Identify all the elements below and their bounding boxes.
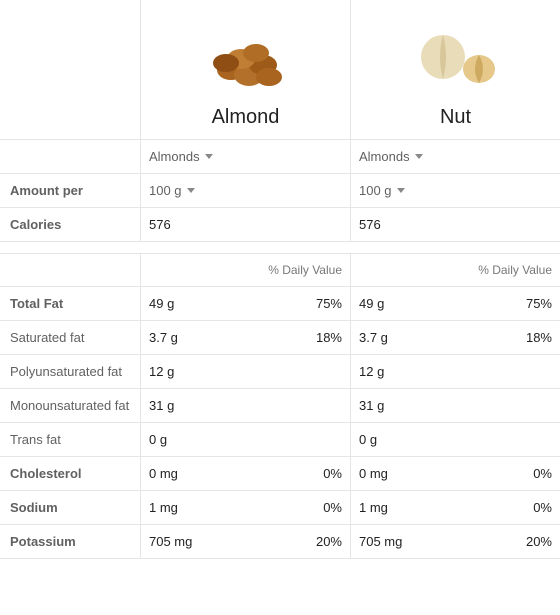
type-selector-spacer	[0, 140, 140, 173]
dv-header-b: % Daily Value	[478, 263, 552, 277]
chevron-down-icon	[187, 188, 195, 193]
amount-dropdown-a-label: 100 g	[149, 183, 182, 198]
nutrient-value: 12 g	[359, 364, 384, 379]
nutrient-dv: 18%	[526, 330, 552, 345]
nutrient-dv: 0%	[533, 466, 552, 481]
nutrient-label: Monounsaturated fat	[0, 389, 140, 422]
nutrient-value: 0 g	[149, 432, 167, 447]
nutrient-label: Saturated fat	[0, 321, 140, 354]
nutrient-cell-a: 31 g	[140, 389, 350, 422]
nutrient-label: Sodium	[0, 491, 140, 524]
nutrient-cell-b: 0 g	[350, 423, 560, 456]
nutrient-row: Trans fat 0 g 0 g	[0, 423, 560, 457]
nutrient-value: 705 mg	[359, 534, 402, 549]
nutrient-value: 705 mg	[149, 534, 192, 549]
almond-image	[191, 10, 301, 100]
nutrient-value: 49 g	[149, 296, 174, 311]
type-dropdown-a-label: Almonds	[149, 149, 200, 164]
nutrient-dv: 18%	[316, 330, 342, 345]
nutrient-label: Total Fat	[0, 287, 140, 320]
calories-value-a: 576	[149, 217, 171, 232]
chevron-down-icon	[397, 188, 405, 193]
nutrient-cell-a: 12 g	[140, 355, 350, 388]
header-title-a: Almond	[212, 106, 280, 129]
nutrient-cell-b: 49 g 75%	[350, 287, 560, 320]
nutrient-value: 1 mg	[149, 500, 178, 515]
nutrient-dv: 20%	[526, 534, 552, 549]
nutrient-row: Monounsaturated fat 31 g 31 g	[0, 389, 560, 423]
nutrient-value: 49 g	[359, 296, 384, 311]
amount-dropdown-a[interactable]: 100 g	[149, 183, 195, 198]
nutrient-cell-b: 3.7 g 18%	[350, 321, 560, 354]
nutrient-value: 0 mg	[149, 466, 178, 481]
amount-per-label: Amount per	[0, 174, 140, 207]
nutrient-row: Potassium 705 mg 20% 705 mg 20%	[0, 525, 560, 559]
calories-label: Calories	[0, 208, 140, 241]
nutrient-cell-b: 31 g	[350, 389, 560, 422]
type-selector-row: Almonds Almonds	[0, 140, 560, 174]
dv-header-a: % Daily Value	[268, 263, 342, 277]
nutrient-cell-b: 705 mg 20%	[350, 525, 560, 558]
calories-value-b: 576	[359, 217, 381, 232]
nutrient-label: Cholesterol	[0, 457, 140, 490]
header-spacer	[0, 0, 140, 139]
nutrient-row: Polyunsaturated fat 12 g 12 g	[0, 355, 560, 389]
nutrient-value: 0 mg	[359, 466, 388, 481]
nutrition-comparison-table: Almond Nut Almonds Almonds	[0, 0, 560, 559]
nutrient-cell-a: 0 g	[140, 423, 350, 456]
nutrient-row: Cholesterol 0 mg 0% 0 mg 0%	[0, 457, 560, 491]
nutrient-value: 31 g	[359, 398, 384, 413]
nutrient-cell-a: 1 mg 0%	[140, 491, 350, 524]
nutrient-cell-a: 3.7 g 18%	[140, 321, 350, 354]
chevron-down-icon	[415, 154, 423, 159]
nutrient-cell-a: 0 mg 0%	[140, 457, 350, 490]
header-col-a: Almond	[140, 0, 350, 139]
nutrient-row: Saturated fat 3.7 g 18% 3.7 g 18%	[0, 321, 560, 355]
daily-value-header-row: % Daily Value % Daily Value	[0, 254, 560, 287]
nutrient-value: 3.7 g	[149, 330, 178, 345]
nutrient-cell-b: 12 g	[350, 355, 560, 388]
nutrient-dv: 0%	[323, 500, 342, 515]
nutrient-value: 12 g	[149, 364, 174, 379]
nutrient-value: 0 g	[359, 432, 377, 447]
nutrient-label: Trans fat	[0, 423, 140, 456]
nutrient-cell-b: 1 mg 0%	[350, 491, 560, 524]
amount-dropdown-b-label: 100 g	[359, 183, 392, 198]
nutrient-label: Potassium	[0, 525, 140, 558]
header-row: Almond Nut	[0, 0, 560, 140]
nutrient-dv: 0%	[323, 466, 342, 481]
nutrient-dv: 20%	[316, 534, 342, 549]
nutrient-value: 31 g	[149, 398, 174, 413]
nutrient-label: Polyunsaturated fat	[0, 355, 140, 388]
nutrient-rows: Total Fat49 g75%49 g75%Saturated fat3.7 …	[0, 287, 560, 559]
section-gap	[0, 242, 560, 254]
header-col-b: Nut	[350, 0, 560, 139]
amount-per-row: Amount per 100 g 100 g	[0, 174, 560, 208]
header-title-b: Nut	[440, 106, 471, 129]
chevron-down-icon	[205, 154, 213, 159]
nutrient-cell-b: 0 mg 0%	[350, 457, 560, 490]
type-dropdown-a[interactable]: Almonds	[149, 149, 213, 164]
calories-row: Calories 576 576	[0, 208, 560, 242]
nutrient-dv: 75%	[316, 296, 342, 311]
dv-spacer	[0, 254, 140, 286]
nut-image	[401, 10, 511, 100]
type-dropdown-b[interactable]: Almonds	[359, 149, 423, 164]
nutrient-cell-a: 49 g 75%	[140, 287, 350, 320]
nutrient-dv: 0%	[533, 500, 552, 515]
nutrient-dv: 75%	[526, 296, 552, 311]
nutrient-row: Sodium 1 mg 0% 1 mg 0%	[0, 491, 560, 525]
nutrient-cell-a: 705 mg 20%	[140, 525, 350, 558]
amount-dropdown-b[interactable]: 100 g	[359, 183, 405, 198]
nutrient-value: 1 mg	[359, 500, 388, 515]
type-dropdown-b-label: Almonds	[359, 149, 410, 164]
nutrient-row: Total Fat 49 g 75% 49 g 75%	[0, 287, 560, 321]
nutrient-value: 3.7 g	[359, 330, 388, 345]
